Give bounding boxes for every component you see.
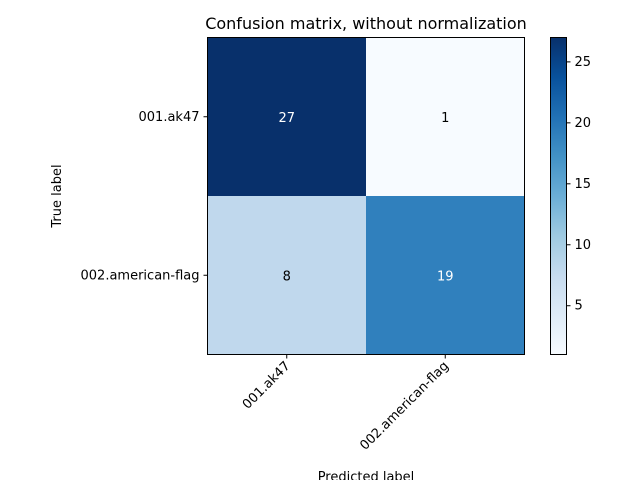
y-axis-label: True label	[50, 164, 65, 228]
heatmap-cell	[207, 37, 367, 197]
x-tick-label: 002.american-flag	[357, 359, 452, 454]
cell-value-label: 19	[437, 269, 454, 284]
colorbar-tick-label: 10	[575, 238, 592, 253]
plot-frame	[207, 37, 525, 355]
heatmap-cells	[207, 37, 525, 355]
x-axis-label: Predicted label	[318, 470, 415, 480]
y-axis-ticks: 001.ak47 002.american-flag	[81, 110, 208, 283]
colorbar-ticks: 5 10 15 20 25	[566, 55, 592, 314]
cell-value-label: 27	[278, 111, 295, 126]
heatmap-cell	[366, 196, 525, 355]
cell-value-label: 1	[441, 111, 449, 126]
heatmap-cell	[207, 196, 367, 355]
heatmap-cell	[366, 37, 525, 197]
x-axis-ticks: 001.ak47 002.american-flag	[240, 354, 452, 454]
colorbar-tick-label: 15	[575, 177, 592, 192]
colorbar-tick-label: 20	[575, 116, 592, 131]
chart-title: Confusion matrix, without normalization	[205, 14, 527, 33]
colorbar-tick-label: 25	[575, 55, 592, 70]
cell-value-label: 8	[283, 269, 291, 284]
y-tick-label: 001.ak47	[139, 110, 200, 125]
y-tick-label: 002.american-flag	[81, 268, 200, 283]
x-tick-label: 001.ak47	[240, 359, 294, 413]
colorbar-tick-label: 5	[575, 299, 583, 314]
heatmap-cell-labels: 27 1 8 19	[278, 111, 453, 285]
colorbar	[550, 37, 567, 355]
